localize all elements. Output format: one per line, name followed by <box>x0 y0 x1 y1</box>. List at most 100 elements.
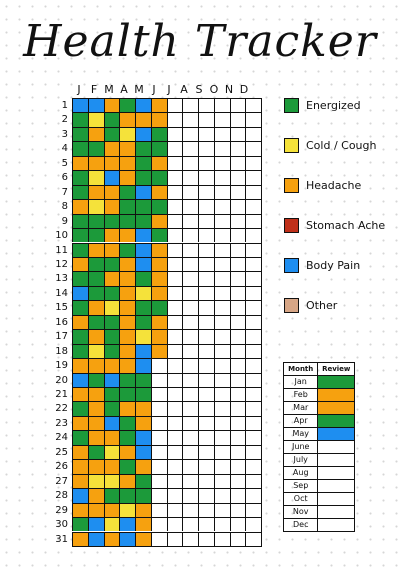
tracker-cell[interactable] <box>213 141 230 156</box>
review-color-cell[interactable] <box>317 427 355 441</box>
tracker-cell[interactable] <box>103 199 120 214</box>
tracker-cell[interactable] <box>87 459 104 474</box>
tracker-cell[interactable] <box>103 300 120 315</box>
tracker-cell[interactable] <box>135 242 151 257</box>
tracker-cell[interactable] <box>103 228 120 243</box>
tracker-cell[interactable] <box>229 488 246 503</box>
tracker-cell[interactable] <box>72 213 88 229</box>
tracker-cell[interactable] <box>229 372 246 387</box>
tracker-cell[interactable] <box>213 329 230 344</box>
tracker-cell[interactable] <box>182 184 198 200</box>
tracker-cell[interactable] <box>229 199 246 214</box>
tracker-cell[interactable] <box>150 488 167 503</box>
tracker-cell[interactable] <box>166 170 183 185</box>
tracker-cell[interactable] <box>135 343 151 359</box>
tracker-cell[interactable] <box>103 401 120 416</box>
tracker-cell[interactable] <box>103 358 120 373</box>
tracker-cell[interactable] <box>150 256 167 272</box>
tracker-cell[interactable] <box>119 228 135 243</box>
tracker-cell[interactable] <box>245 517 261 532</box>
tracker-cell[interactable] <box>198 531 214 546</box>
tracker-cell[interactable] <box>198 502 214 518</box>
tracker-cell[interactable] <box>166 242 183 257</box>
tracker-cell[interactable] <box>72 112 88 127</box>
tracker-cell[interactable] <box>229 300 246 315</box>
tracker-cell[interactable] <box>135 184 151 200</box>
tracker-cell[interactable] <box>87 531 104 546</box>
tracker-cell[interactable] <box>198 256 214 272</box>
tracker-cell[interactable] <box>245 285 261 301</box>
tracker-cell[interactable] <box>72 343 88 359</box>
tracker-cell[interactable] <box>245 170 261 185</box>
tracker-cell[interactable] <box>87 401 104 416</box>
tracker-cell[interactable] <box>198 213 214 229</box>
tracker-cell[interactable] <box>150 358 167 373</box>
tracker-cell[interactable] <box>150 126 167 142</box>
tracker-cell[interactable] <box>229 213 246 229</box>
tracker-cell[interactable] <box>72 473 88 489</box>
tracker-cell[interactable] <box>150 199 167 214</box>
tracker-cell[interactable] <box>166 126 183 142</box>
tracker-cell[interactable] <box>198 459 214 474</box>
tracker-cell[interactable] <box>135 213 151 229</box>
tracker-cell[interactable] <box>87 199 104 214</box>
tracker-cell[interactable] <box>87 112 104 127</box>
tracker-cell[interactable] <box>213 314 230 330</box>
tracker-cell[interactable] <box>213 372 230 387</box>
tracker-cell[interactable] <box>135 199 151 214</box>
tracker-cell[interactable] <box>213 285 230 301</box>
tracker-cell[interactable] <box>119 170 135 185</box>
tracker-cell[interactable] <box>150 430 167 445</box>
tracker-cell[interactable] <box>135 459 151 474</box>
tracker-cell[interactable] <box>245 126 261 142</box>
tracker-cell[interactable] <box>229 314 246 330</box>
tracker-cell[interactable] <box>166 199 183 214</box>
tracker-cell[interactable] <box>135 141 151 156</box>
tracker-cell[interactable] <box>87 141 104 156</box>
review-color-cell[interactable] <box>317 440 355 454</box>
tracker-cell[interactable] <box>213 343 230 359</box>
tracker-cell[interactable] <box>229 228 246 243</box>
tracker-cell[interactable] <box>119 415 135 431</box>
tracker-cell[interactable] <box>119 199 135 214</box>
tracker-cell[interactable] <box>135 430 151 445</box>
tracker-cell[interactable] <box>245 329 261 344</box>
review-color-cell[interactable] <box>317 479 355 493</box>
tracker-cell[interactable] <box>166 444 183 460</box>
tracker-cell[interactable] <box>166 98 183 113</box>
tracker-cell[interactable] <box>213 184 230 200</box>
tracker-cell[interactable] <box>103 213 120 229</box>
tracker-cell[interactable] <box>150 170 167 185</box>
tracker-cell[interactable] <box>213 98 230 113</box>
tracker-cell[interactable] <box>87 415 104 431</box>
tracker-cell[interactable] <box>198 170 214 185</box>
tracker-cell[interactable] <box>103 155 120 171</box>
tracker-cell[interactable] <box>87 358 104 373</box>
tracker-cell[interactable] <box>245 488 261 503</box>
tracker-cell[interactable] <box>87 473 104 489</box>
tracker-cell[interactable] <box>72 372 88 387</box>
tracker-cell[interactable] <box>135 170 151 185</box>
tracker-cell[interactable] <box>213 300 230 315</box>
tracker-cell[interactable] <box>182 228 198 243</box>
tracker-cell[interactable] <box>103 430 120 445</box>
tracker-cell[interactable] <box>72 531 88 546</box>
tracker-cell[interactable] <box>150 372 167 387</box>
tracker-cell[interactable] <box>198 242 214 257</box>
tracker-cell[interactable] <box>245 141 261 156</box>
tracker-cell[interactable] <box>166 531 183 546</box>
tracker-cell[interactable] <box>87 300 104 315</box>
tracker-cell[interactable] <box>245 430 261 445</box>
tracker-cell[interactable] <box>87 213 104 229</box>
tracker-cell[interactable] <box>103 126 120 142</box>
tracker-cell[interactable] <box>166 430 183 445</box>
tracker-cell[interactable] <box>229 256 246 272</box>
tracker-cell[interactable] <box>213 155 230 171</box>
tracker-cell[interactable] <box>87 372 104 387</box>
tracker-cell[interactable] <box>119 473 135 489</box>
tracker-cell[interactable] <box>182 531 198 546</box>
tracker-cell[interactable] <box>166 155 183 171</box>
tracker-cell[interactable] <box>135 415 151 431</box>
tracker-cell[interactable] <box>87 430 104 445</box>
tracker-cell[interactable] <box>150 444 167 460</box>
